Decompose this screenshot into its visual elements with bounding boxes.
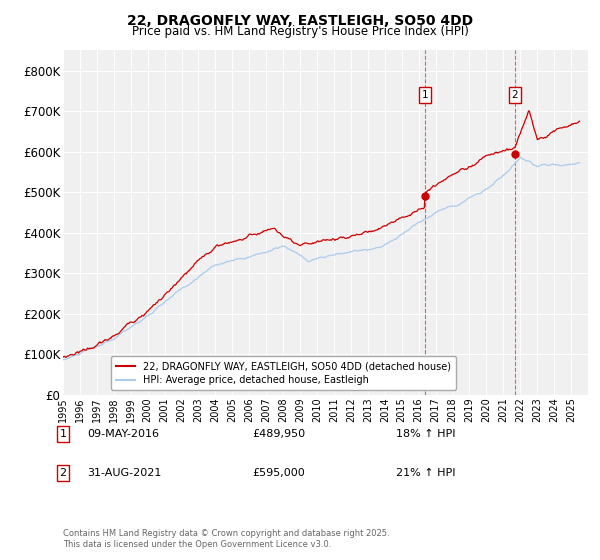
Legend: 22, DRAGONFLY WAY, EASTLEIGH, SO50 4DD (detached house), HPI: Average price, det: 22, DRAGONFLY WAY, EASTLEIGH, SO50 4DD (… xyxy=(111,356,456,390)
Text: £595,000: £595,000 xyxy=(252,468,305,478)
Text: 22, DRAGONFLY WAY, EASTLEIGH, SO50 4DD: 22, DRAGONFLY WAY, EASTLEIGH, SO50 4DD xyxy=(127,14,473,28)
Text: 2: 2 xyxy=(59,468,67,478)
Text: 1: 1 xyxy=(421,90,428,100)
Text: 1: 1 xyxy=(59,429,67,439)
Text: Price paid vs. HM Land Registry's House Price Index (HPI): Price paid vs. HM Land Registry's House … xyxy=(131,25,469,38)
Text: 2: 2 xyxy=(511,90,518,100)
Text: 18% ↑ HPI: 18% ↑ HPI xyxy=(396,429,455,439)
Text: 31-AUG-2021: 31-AUG-2021 xyxy=(87,468,161,478)
Text: 09-MAY-2016: 09-MAY-2016 xyxy=(87,429,159,439)
Text: Contains HM Land Registry data © Crown copyright and database right 2025.
This d: Contains HM Land Registry data © Crown c… xyxy=(63,529,389,549)
Text: 21% ↑ HPI: 21% ↑ HPI xyxy=(396,468,455,478)
Text: £489,950: £489,950 xyxy=(252,429,305,439)
